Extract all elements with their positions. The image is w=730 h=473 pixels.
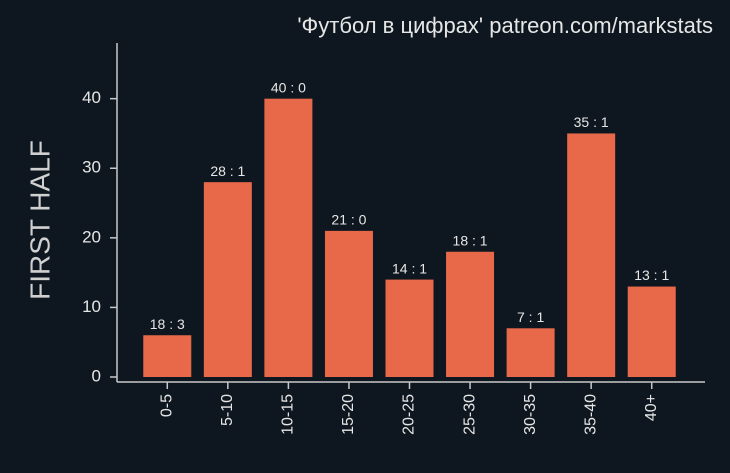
bar-annotation: 14 : 1 — [392, 260, 427, 276]
x-tick-label: 35-40 — [582, 394, 599, 435]
y-tick-label: 20 — [82, 227, 101, 246]
x-tick-label: 25-30 — [461, 394, 478, 435]
bar — [567, 133, 616, 377]
bar-annotation: 7 : 1 — [517, 309, 544, 325]
bar-annotation: 40 : 0 — [271, 79, 306, 95]
x-tick-label: 20-25 — [401, 394, 418, 435]
bar-annotation: 28 : 1 — [210, 163, 245, 179]
x-tick-label: 10-15 — [280, 394, 297, 435]
chart-title: 'Футбол в цифрах' patreon.com/markstats — [297, 13, 713, 38]
y-tick-label: 10 — [82, 297, 101, 316]
x-tick-label: 5-10 — [219, 394, 236, 426]
bar-annotation: 35 : 1 — [574, 114, 609, 130]
x-tick-label: 30-35 — [522, 394, 539, 435]
x-tick-label: 40+ — [643, 394, 660, 421]
y-tick-label: 0 — [92, 366, 101, 385]
bar-annotation: 18 : 1 — [453, 232, 488, 248]
y-axis-label: FIRST HALF — [24, 140, 55, 300]
bar-annotation: 18 : 3 — [150, 316, 185, 332]
bar — [506, 328, 555, 377]
bar-annotation: 13 : 1 — [634, 267, 669, 283]
bar — [324, 230, 373, 377]
bar — [143, 335, 192, 377]
bar — [385, 279, 434, 377]
y-tick-label: 40 — [82, 88, 101, 107]
bar — [203, 182, 252, 377]
x-tick-label: 15-20 — [340, 394, 357, 435]
bar-annotation: 21 : 0 — [331, 212, 366, 228]
bar — [627, 286, 676, 377]
x-tick-label: 0-5 — [158, 394, 175, 417]
bar — [264, 98, 313, 378]
bar — [446, 251, 495, 377]
y-tick-label: 30 — [82, 158, 101, 177]
